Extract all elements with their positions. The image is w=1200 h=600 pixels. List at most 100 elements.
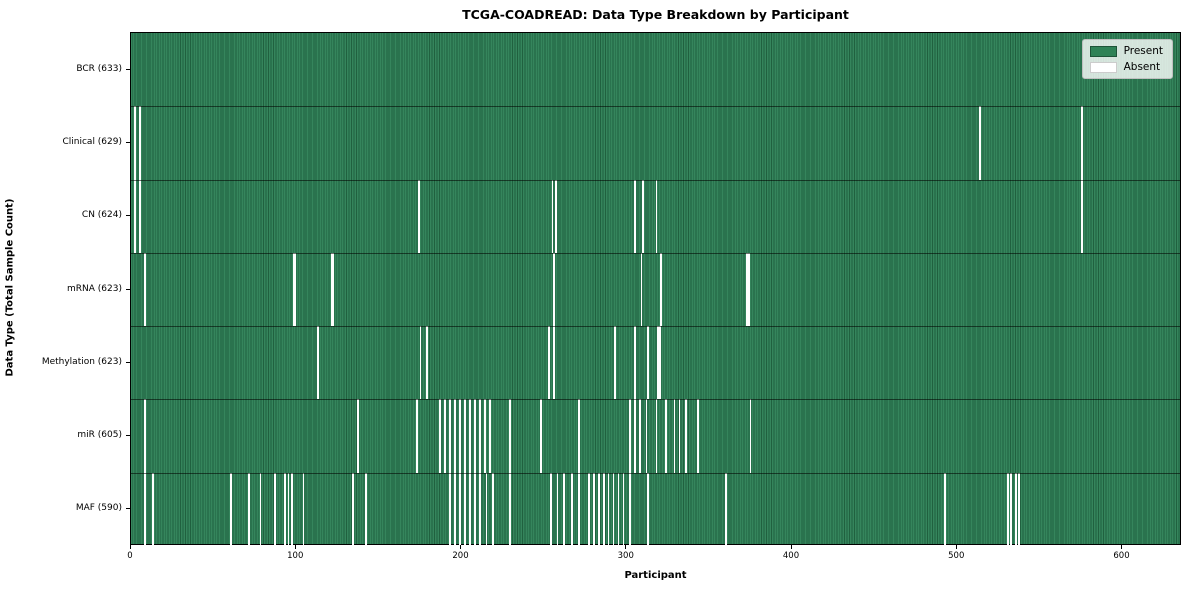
- row-separator: [131, 106, 1180, 108]
- row-separator: [131, 252, 1180, 254]
- absent-stripe: [678, 399, 681, 473]
- y-tick-mark: [126, 508, 130, 510]
- absent-stripe: [660, 252, 663, 327]
- absent-stripe: [454, 472, 457, 546]
- absent-stripe: [622, 472, 625, 546]
- absent-stripe: [655, 399, 658, 473]
- x-axis-label: Participant: [624, 570, 687, 581]
- absent-stripe: [488, 399, 491, 473]
- absent-stripe: [139, 179, 142, 253]
- absent-stripe: [365, 472, 367, 546]
- absent-stripe: [1010, 472, 1012, 546]
- absent-stripe: [508, 399, 511, 473]
- absent-stripe: [454, 399, 457, 473]
- x-tick-label: 200: [452, 551, 469, 561]
- absent-stripe: [645, 399, 648, 473]
- absent-stripe: [634, 179, 636, 253]
- row-band-bcr: [131, 33, 1180, 106]
- row-band-clinical: [131, 106, 1180, 180]
- absent-stripe: [330, 252, 333, 327]
- absent-stripe: [629, 399, 631, 473]
- absent-stripe: [464, 399, 466, 473]
- absent-stripe: [696, 399, 699, 473]
- x-tick-mark: [460, 545, 461, 549]
- absent-stripe: [317, 326, 320, 400]
- row-band-cn: [131, 179, 1180, 253]
- absent-stripe: [485, 472, 488, 546]
- absent-stripe: [1081, 179, 1083, 253]
- y-tick-mark: [126, 288, 130, 290]
- absent-stripe: [657, 326, 659, 400]
- x-tick-mark: [1121, 545, 1122, 549]
- y-tick-mark: [126, 141, 130, 143]
- chart-title: TCGA-COADREAD: Data Type Breakdown by Pa…: [462, 7, 849, 22]
- absent-stripe: [449, 399, 452, 473]
- absent-stripe: [685, 399, 687, 473]
- y-tick-mark: [126, 361, 130, 363]
- y-tick-label: MAF (590): [75, 503, 122, 514]
- absent-stripe: [483, 399, 486, 473]
- row-separator: [131, 326, 1180, 328]
- absent-stripe: [629, 472, 631, 546]
- absent-stripe: [634, 399, 636, 473]
- absent-stripe: [259, 472, 262, 546]
- absent-stripe: [1006, 472, 1009, 546]
- absent-stripe: [540, 399, 542, 473]
- y-tick-mark: [126, 215, 130, 217]
- absent-stripe: [617, 472, 620, 546]
- absent-stripe: [1081, 106, 1083, 180]
- absent-stripe: [332, 252, 335, 327]
- absent-stripe: [602, 472, 605, 546]
- absent-stripe: [607, 472, 610, 546]
- absent-stripe: [479, 472, 481, 546]
- absent-stripe: [746, 252, 748, 327]
- legend-item-absent: Absent: [1089, 61, 1163, 73]
- absent-stripe: [577, 399, 580, 473]
- absent-stripe: [416, 399, 419, 473]
- absent-stripe: [287, 472, 290, 546]
- absent-stripe: [747, 252, 750, 327]
- x-tick-mark: [955, 545, 957, 549]
- row-band-mrna: [131, 252, 1180, 327]
- legend-absent-label: Absent: [1123, 61, 1161, 73]
- absent-stripe: [294, 252, 297, 327]
- absent-stripe: [587, 472, 590, 546]
- legend-item-present: Present: [1089, 45, 1163, 57]
- x-tick-label: 100: [287, 551, 304, 561]
- legend: Present Absent: [1081, 39, 1173, 79]
- row-band-methylation: [131, 326, 1180, 400]
- absent-stripe: [592, 472, 595, 546]
- absent-stripe: [724, 472, 727, 546]
- absent-stripe: [459, 472, 462, 546]
- y-tick-label: mRNA (623): [67, 283, 122, 294]
- x-tick-mark: [790, 545, 792, 549]
- absent-stripe: [134, 179, 137, 253]
- absent-stripe: [614, 326, 617, 400]
- y-tick-label: miR (605): [77, 430, 122, 441]
- absent-stripe: [612, 472, 615, 546]
- absent-stripe: [417, 179, 420, 253]
- x-tick-mark: [294, 545, 296, 549]
- absent-stripe: [978, 106, 981, 180]
- row-separator: [131, 472, 1180, 474]
- absent-stripe: [665, 399, 668, 473]
- x-tick-label: 400: [782, 551, 800, 561]
- absent-stripe: [356, 399, 359, 473]
- absent-swatch: [1089, 61, 1117, 73]
- legend-present-label: Present: [1123, 45, 1163, 57]
- absent-stripe: [673, 399, 676, 473]
- absent-stripe: [284, 472, 287, 546]
- absent-stripe: [597, 472, 600, 546]
- plot-area: Present Absent: [130, 32, 1181, 546]
- absent-stripe: [439, 399, 442, 473]
- absent-stripe: [152, 472, 155, 546]
- absent-stripe: [479, 399, 481, 473]
- y-tick-mark: [126, 68, 130, 70]
- row-separator: [131, 399, 1180, 401]
- absent-stripe: [647, 326, 650, 400]
- absent-stripe: [658, 326, 661, 400]
- absent-stripe: [647, 472, 650, 546]
- absent-stripe: [248, 472, 250, 546]
- absent-stripe: [459, 399, 462, 473]
